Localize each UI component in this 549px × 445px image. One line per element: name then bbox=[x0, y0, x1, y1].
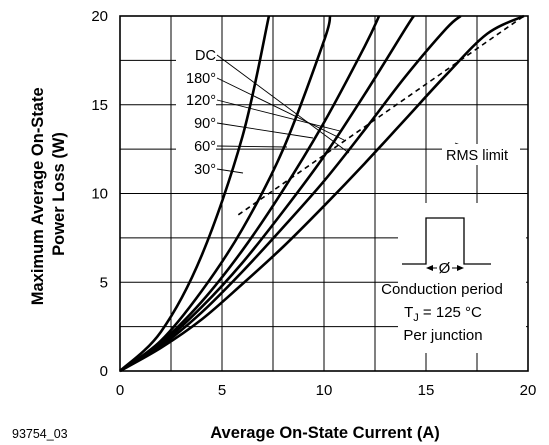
x-tick-label: 5 bbox=[218, 382, 226, 399]
conduction-pulse-symbol bbox=[402, 217, 491, 265]
y-axis-title-line-1: Maximum Average On-State bbox=[29, 87, 47, 305]
curve-label-30deg: 30° bbox=[194, 162, 216, 178]
figure-id: 93754_03 bbox=[12, 427, 68, 441]
leader-90deg bbox=[216, 122, 314, 139]
label-bg-30deg bbox=[176, 159, 216, 178]
x-tick-label: 0 bbox=[116, 382, 124, 399]
leader-30deg bbox=[216, 168, 244, 174]
y-tick-label: 5 bbox=[100, 274, 108, 291]
conduction-angle-symbol: Ø bbox=[439, 260, 451, 277]
label-leader-lines bbox=[216, 54, 350, 174]
curve-label-60deg: 60° bbox=[194, 139, 216, 155]
tick-labels: 0 5 10 15 20 0 5 10 15 20 bbox=[91, 8, 536, 399]
leader-dc bbox=[216, 54, 350, 154]
conduction-period-label: Conduction period bbox=[381, 281, 503, 298]
x-tick-label: 15 bbox=[418, 382, 435, 399]
y-tick-label: 10 bbox=[91, 186, 108, 203]
y-tick-label: 0 bbox=[100, 363, 108, 380]
label-bg-180deg bbox=[176, 68, 216, 87]
rms-limit-line bbox=[237, 15, 525, 216]
label-bg-120deg bbox=[176, 90, 216, 109]
curve-60deg bbox=[119, 15, 332, 373]
per-junction-label: Per junction bbox=[403, 327, 482, 344]
conduction-waveform-inset: Ø Conduction period TJ = 125 °C Per junc… bbox=[381, 203, 526, 353]
y-axis-title: Maximum Average On-State Power Loss (W) bbox=[29, 83, 68, 306]
plot-frame bbox=[119, 15, 529, 372]
curve-dc bbox=[119, 14, 525, 373]
rms-limit-label: RMS limit bbox=[446, 148, 508, 164]
arrow-head-left bbox=[426, 265, 433, 271]
curve-label-dc: DC bbox=[195, 48, 216, 64]
curve-label-90deg: 90° bbox=[194, 116, 216, 132]
curve-180deg bbox=[119, 14, 462, 373]
y-tick-label: 20 bbox=[91, 8, 108, 25]
curve-90deg bbox=[119, 15, 381, 373]
x-tick-label: 20 bbox=[520, 382, 537, 399]
curve-30deg bbox=[119, 15, 271, 372]
curve-labels: DC 180° 120° 90° 60° 30° bbox=[176, 45, 216, 178]
label-bg-90deg bbox=[176, 113, 216, 132]
label-bg-dc bbox=[176, 45, 216, 64]
leader-60deg bbox=[216, 145, 288, 148]
leader-180deg bbox=[216, 77, 345, 141]
curve-120deg bbox=[119, 15, 415, 373]
y-axis-title-line-2: Power Loss (W) bbox=[50, 132, 68, 256]
leader-120deg bbox=[216, 99, 341, 132]
label-bg-60deg bbox=[176, 136, 216, 155]
curve-label-180deg: 180° bbox=[186, 71, 216, 87]
x-axis-title: Average On-State Current (A) bbox=[210, 424, 440, 442]
x-tick-label: 10 bbox=[316, 382, 333, 399]
arrow-head-right bbox=[457, 265, 464, 271]
curves bbox=[119, 14, 525, 373]
rms-limit-annotation: RMS limit bbox=[442, 142, 520, 165]
curve-label-120deg: 120° bbox=[186, 93, 216, 109]
junction-temperature-label: TJ = 125 °C bbox=[404, 304, 482, 324]
y-tick-label: 15 bbox=[91, 97, 108, 114]
